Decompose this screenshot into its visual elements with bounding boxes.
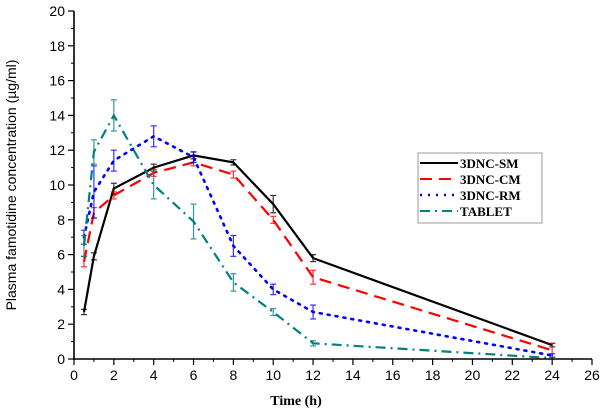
- series-tablet: [80, 99, 556, 360]
- x-tick-label: 4: [150, 367, 158, 383]
- x-tick-label: 10: [265, 367, 281, 383]
- y-axis-label: Plasma famotidine concentration (µg/ml): [3, 60, 19, 311]
- x-tick-label: 20: [465, 367, 481, 383]
- x-tick-label: 0: [70, 367, 78, 383]
- y-tick-label: 14: [49, 107, 65, 123]
- y-tick-label: 10: [49, 177, 65, 193]
- x-tick-label: 12: [305, 367, 321, 383]
- y-tick-label: 18: [49, 38, 65, 54]
- y-tick-label: 6: [57, 247, 65, 263]
- x-tick-label: 22: [505, 367, 521, 383]
- y-tick-label: 8: [57, 212, 65, 228]
- x-tick-label: 14: [345, 367, 361, 383]
- y-tick-label: 12: [49, 142, 65, 158]
- x-tick-label: 18: [425, 367, 441, 383]
- x-tick-label: 6: [190, 367, 198, 383]
- x-tick-label: 16: [385, 367, 401, 383]
- x-tick-label: 24: [544, 367, 560, 383]
- x-tick-label: 2: [110, 367, 118, 383]
- legend-label: TABLET: [460, 204, 512, 219]
- x-tick-label: 26: [584, 367, 600, 383]
- y-tick-label: 16: [49, 73, 65, 89]
- x-tick-label: 8: [229, 367, 237, 383]
- y-tick-label: 4: [57, 281, 65, 297]
- legend-box: [417, 152, 543, 224]
- series-line: [82, 113, 553, 360]
- y-tick-label: 20: [49, 3, 65, 19]
- y-tick-label: 2: [57, 316, 65, 332]
- legend-label: 3DNC-SM: [460, 156, 519, 171]
- legend-label: 3DNC-CM: [460, 172, 521, 187]
- x-axis-label: Time (h): [270, 394, 322, 409]
- legend-label: 3DNC-RM: [460, 188, 521, 203]
- y-tick-label: 0: [57, 351, 65, 367]
- series-group: [80, 99, 556, 360]
